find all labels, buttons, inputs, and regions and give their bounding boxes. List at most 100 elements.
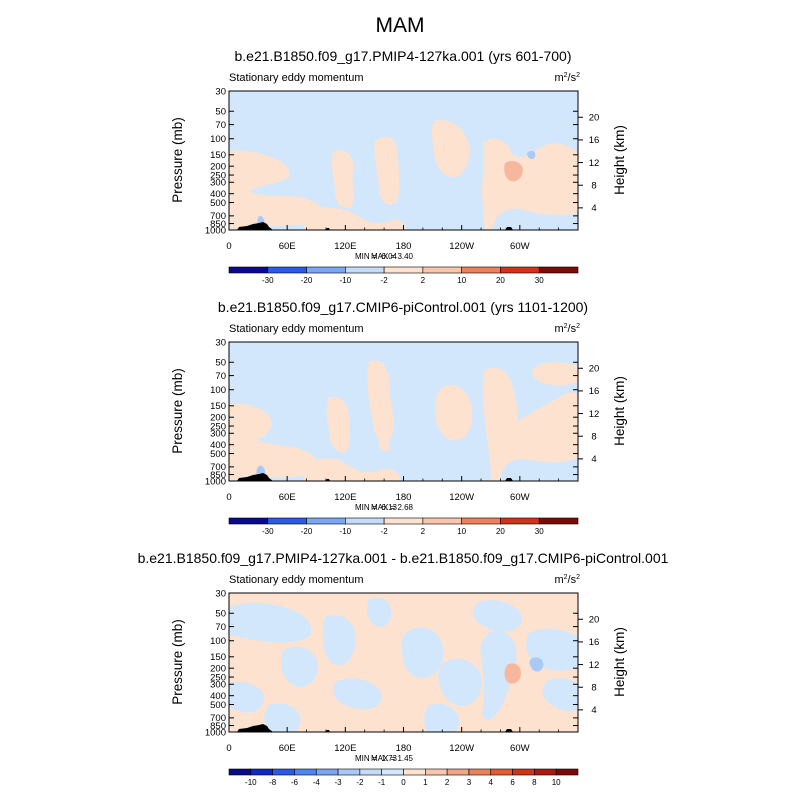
colorbar-box [461, 266, 501, 274]
contour-field [229, 342, 578, 481]
height-tick-label: 20 [589, 113, 600, 124]
units-label: m2/s2 [554, 323, 580, 335]
colorbar-box [337, 768, 361, 776]
height-tick-label: 8 [591, 683, 596, 694]
colorbar-label: -2 [381, 276, 389, 285]
height-tick-label: 8 [591, 432, 596, 443]
colorbar-label: -4 [313, 778, 321, 787]
colorbar-label: 2 [421, 527, 426, 536]
colorbar-box [228, 266, 269, 274]
x-tick-label: 60W [510, 492, 530, 503]
y-tick-label: 300 [210, 680, 226, 691]
colorbar-box [555, 768, 579, 776]
longitude-axis: 0 60E 120E 180 120W 60W [226, 727, 560, 754]
y-tick-label: 700 [210, 462, 226, 473]
min-value: MIN = -6.13 [355, 503, 398, 512]
x-tick-label: 120E [334, 743, 356, 754]
height-tick-label: 16 [589, 135, 600, 146]
units-label: m2/s2 [554, 574, 580, 586]
y-tick-label: 50 [215, 358, 226, 369]
y-tick-label: 50 [215, 609, 226, 620]
colorbar-label: -10 [340, 527, 352, 536]
height-axis: 4 8 12 16 20 [578, 364, 600, 465]
y-tick-label: 500 [210, 700, 226, 711]
x-tick-label: 0 [226, 492, 231, 503]
max-value: MAX = 3.40 [371, 252, 414, 261]
colorbar-box [446, 768, 470, 776]
y-tick-label: 70 [215, 622, 226, 633]
colorbar-box [500, 517, 540, 525]
colorbar-box [534, 768, 557, 776]
colorbar-box [272, 768, 295, 776]
panel-2: b.e21.B1850.f09_g17.CMIP6-piControl.001 … [170, 299, 627, 536]
y-axis-right-label: Height (km) [612, 376, 627, 446]
colorbar-label: -1 [378, 778, 386, 787]
colorbar: -30 -20 -10 -2 2 10 20 30 [228, 517, 579, 536]
x-tick-label: 120W [449, 743, 474, 754]
y-tick-label: 100 [210, 134, 226, 145]
y-tick-label: 200 [210, 413, 226, 424]
colorbar-label: 30 [535, 527, 544, 536]
y-tick-label: 850 [210, 470, 226, 481]
y-tick-label: 400 [210, 691, 226, 702]
x-tick-label: 120W [449, 492, 474, 503]
x-tick-label: 180 [396, 743, 412, 754]
panel-title: b.e21.B1850.f09_g17.PMIP4-127ka.001 (yrs… [234, 48, 571, 64]
colorbar-box [381, 768, 404, 776]
colorbar-label: 6 [510, 778, 515, 787]
height-tick-label: 16 [589, 637, 600, 648]
colorbar-box [306, 517, 346, 525]
y-axis-right-label: Height (km) [612, 125, 627, 195]
colorbar-label: -10 [245, 778, 257, 787]
panel-1: b.e21.B1850.f09_g17.PMIP4-127ka.001 (yrs… [170, 48, 627, 285]
y-axis-right-label: Height (km) [612, 627, 627, 697]
colorbar-label: -8 [269, 778, 277, 787]
colorbar-label: 0 [401, 778, 406, 787]
height-tick-label: 12 [589, 409, 600, 420]
y-tick-label: 700 [210, 713, 226, 724]
longitude-axis: 0 60E 120E 180 120W 60W [226, 225, 560, 252]
x-tick-label: 120E [334, 241, 356, 252]
panel-title: b.e21.B1850.f09_g17.CMIP6-piControl.001 … [218, 299, 588, 315]
y-tick-label: 700 [210, 211, 226, 222]
colorbar-box [294, 768, 317, 776]
colorbar-box [345, 266, 385, 274]
panel-subtitle: Stationary eddy momentum [229, 574, 364, 586]
colorbar-label: 10 [552, 778, 561, 787]
colorbar-label: 30 [535, 276, 544, 285]
colorbar-box [267, 517, 307, 525]
x-tick-label: 60E [279, 241, 296, 252]
colorbar-box [383, 517, 424, 525]
panel-subtitle: Stationary eddy momentum [229, 323, 364, 335]
colorbar-label: 2 [421, 276, 426, 285]
min-value: MIN = -1.73 [355, 754, 398, 763]
colorbar-box [512, 768, 535, 776]
y-tick-label: 400 [210, 189, 226, 200]
height-axis: 4 8 12 16 20 [578, 615, 600, 716]
colorbar-box [422, 266, 462, 274]
x-tick-label: 120E [334, 492, 356, 503]
colorbar-label: 10 [457, 527, 466, 536]
height-tick-label: 8 [591, 181, 596, 192]
colorbar-box [461, 517, 501, 525]
y-tick-label: 200 [210, 162, 226, 173]
y-tick-label: 300 [210, 178, 226, 189]
y-tick-label: 850 [210, 219, 226, 230]
y-tick-label: 100 [210, 385, 226, 396]
x-tick-label: 60W [510, 241, 530, 252]
x-tick-label: 60E [279, 743, 296, 754]
colorbar-box [500, 266, 540, 274]
y-tick-label: 150 [210, 652, 226, 663]
y-tick-label: 30 [215, 337, 226, 348]
colorbar-box [425, 768, 448, 776]
y-tick-label: 1000 [205, 476, 226, 487]
colorbar-label: 10 [457, 276, 466, 285]
figure-title: MAM [375, 14, 425, 37]
colorbar-label: 20 [496, 276, 505, 285]
height-tick-label: 12 [589, 660, 600, 671]
colorbar-box [422, 517, 462, 525]
y-tick-label: 400 [210, 440, 226, 451]
colorbar-box [359, 768, 382, 776]
